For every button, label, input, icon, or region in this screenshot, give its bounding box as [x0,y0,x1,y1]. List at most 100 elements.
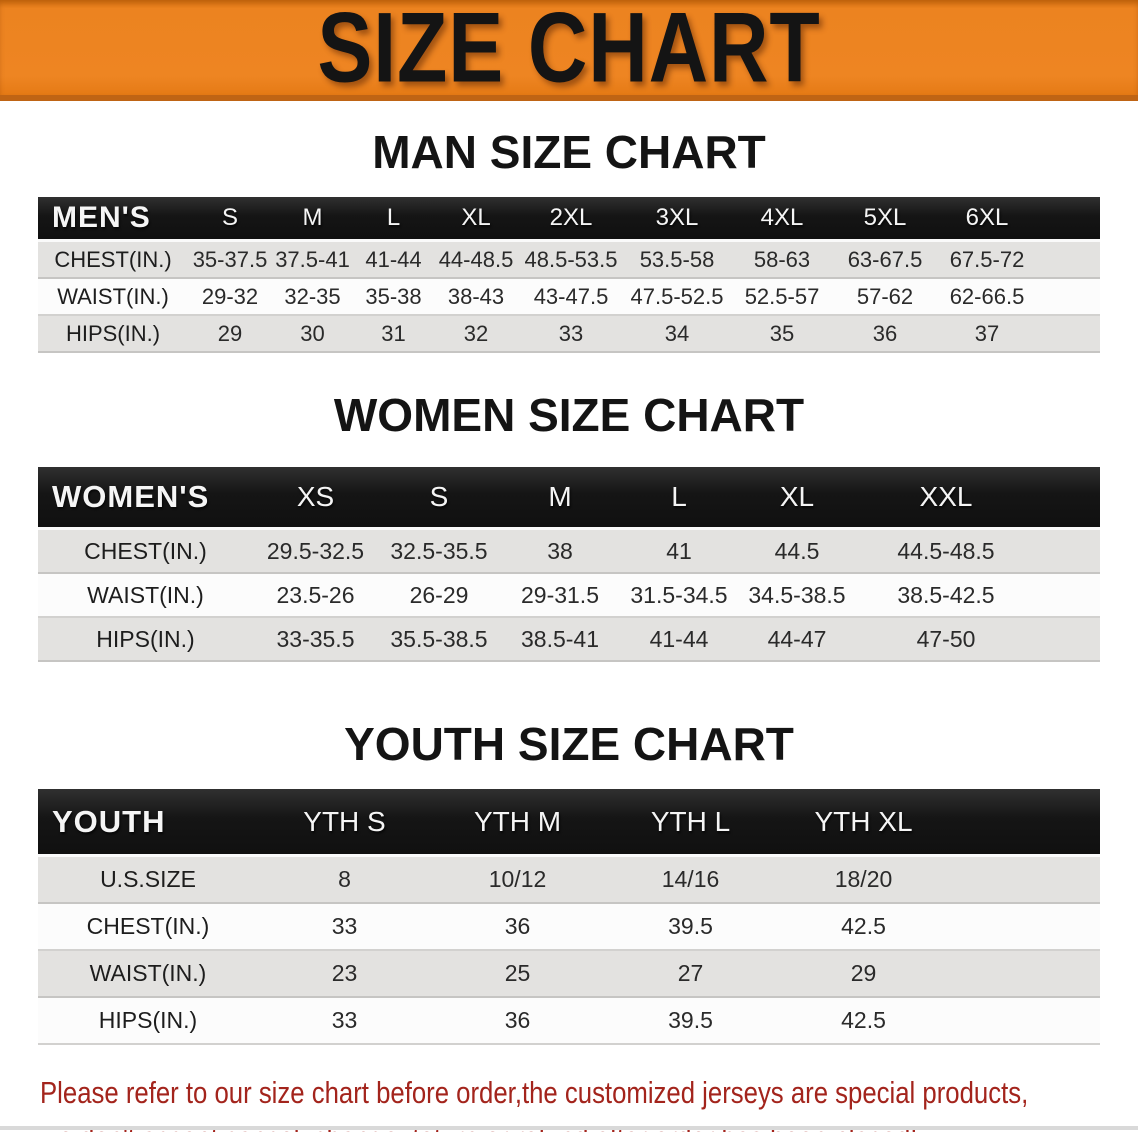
cell-filler [1038,240,1100,279]
row-label: HIPS(IN.) [38,617,253,662]
column-header: 5XL [834,197,936,242]
cell: 41 [620,528,738,574]
row-label: CHEST(IN.) [38,903,258,951]
cell: 42.5 [777,997,950,1045]
table-row: U.S.SIZE 8 10/12 14/16 18/20 [38,855,1100,904]
cell: 33 [518,315,624,353]
cell: 38-43 [434,278,518,316]
women-section-title: WOMEN SIZE CHART [333,389,805,441]
cell: 18/20 [777,855,950,904]
column-header: L [620,467,738,530]
disclaimer-note: Please refer to our size chart before or… [40,1070,1138,1132]
cell: 43-47.5 [518,278,624,316]
cell-filler [1036,573,1100,618]
column-header: YTH S [258,789,431,857]
row-label: CHEST(IN.) [38,240,188,279]
cell: 10/12 [431,855,604,904]
cell: 36 [431,903,604,951]
banner-title: SIZE CHART [317,0,821,104]
row-label: CHEST(IN.) [38,528,253,574]
cell: 35.5-38.5 [378,617,500,662]
cell-filler [1036,528,1100,574]
cell: 36 [834,315,936,353]
cell: 53.5-58 [624,240,730,279]
cell: 32.5-35.5 [378,528,500,574]
disclaimer-line-1: Please refer to our size chart before or… [40,1075,1029,1110]
cell-filler [950,903,1100,951]
cell: 58-63 [730,240,834,279]
cell: 47.5-52.5 [624,278,730,316]
women-size-table: WOMEN'S XS S M L XL XXL CHEST(IN.) 29.5-… [38,467,1100,662]
table-row: CHEST(IN.) 29.5-32.5 32.5-35.5 38 41 44.… [38,528,1100,574]
row-label: HIPS(IN.) [38,315,188,353]
cell-filler [950,950,1100,998]
table-row: WAIST(IN.) 23.5-26 26-29 29-31.5 31.5-34… [38,573,1100,618]
cell: 26-29 [378,573,500,618]
men-section-title: MAN SIZE CHART [372,126,766,178]
cell: 62-66.5 [936,278,1038,316]
cell: 31 [353,315,434,353]
cell: 31.5-34.5 [620,573,738,618]
cell: 48.5-53.5 [518,240,624,279]
column-header: M [272,197,353,242]
cell: 37 [936,315,1038,353]
cell: 63-67.5 [834,240,936,279]
table-row: CHEST(IN.) 33 36 39.5 42.5 [38,903,1100,951]
row-label: U.S.SIZE [38,855,258,904]
cell: 8 [258,855,431,904]
column-header: 3XL [624,197,730,242]
column-header: YTH XL [777,789,950,857]
cell: 29 [777,950,950,998]
table-row: WAIST(IN.) 23 25 27 29 [38,950,1100,998]
bottom-edge-strip [0,1126,1138,1130]
cell: 67.5-72 [936,240,1038,279]
header-filler [1038,197,1100,242]
cell: 39.5 [604,997,777,1045]
cell: 29.5-32.5 [253,528,378,574]
row-label: WAIST(IN.) [38,950,258,998]
row-label: WAIST(IN.) [38,278,188,316]
table-row: HIPS(IN.) 33-35.5 35.5-38.5 38.5-41 41-4… [38,617,1100,662]
cell: 23.5-26 [253,573,378,618]
cell: 23 [258,950,431,998]
cell: 42.5 [777,903,950,951]
cell: 25 [431,950,604,998]
cell: 44-48.5 [434,240,518,279]
cell-filler [1038,278,1100,316]
men-size-table: MEN'S S M L XL 2XL 3XL 4XL 5XL 6XL CHEST… [38,197,1100,353]
cell: 32-35 [272,278,353,316]
women-header-label: WOMEN'S [38,467,253,530]
cell: 38.5-41 [500,617,620,662]
cell: 38 [500,528,620,574]
cell: 29-31.5 [500,573,620,618]
youth-header-row: YOUTH YTH S YTH M YTH L YTH XL [38,789,1100,857]
cell: 14/16 [604,855,777,904]
column-header: S [378,467,500,530]
table-row: HIPS(IN.) 33 36 39.5 42.5 [38,997,1100,1045]
cell: 52.5-57 [730,278,834,316]
column-header: 2XL [518,197,624,242]
cell: 36 [431,997,604,1045]
table-row: WAIST(IN.) 29-32 32-35 35-38 38-43 43-47… [38,278,1100,316]
header-filler [950,789,1100,857]
cell: 37.5-41 [272,240,353,279]
cell: 38.5-42.5 [856,573,1036,618]
column-header: YTH L [604,789,777,857]
cell-filler [1036,617,1100,662]
banner: SIZE CHART [0,0,1138,101]
women-header-row: WOMEN'S XS S M L XL XXL [38,467,1100,530]
cell: 44.5 [738,528,856,574]
cell: 33-35.5 [253,617,378,662]
column-header: XL [434,197,518,242]
cell: 57-62 [834,278,936,316]
cell: 47-50 [856,617,1036,662]
cell: 44.5-48.5 [856,528,1036,574]
cell: 29-32 [188,278,272,316]
youth-section-title: YOUTH SIZE CHART [344,718,794,770]
column-header: XL [738,467,856,530]
column-header: S [188,197,272,242]
cell: 35 [730,315,834,353]
cell: 34 [624,315,730,353]
column-header: 6XL [936,197,1038,242]
